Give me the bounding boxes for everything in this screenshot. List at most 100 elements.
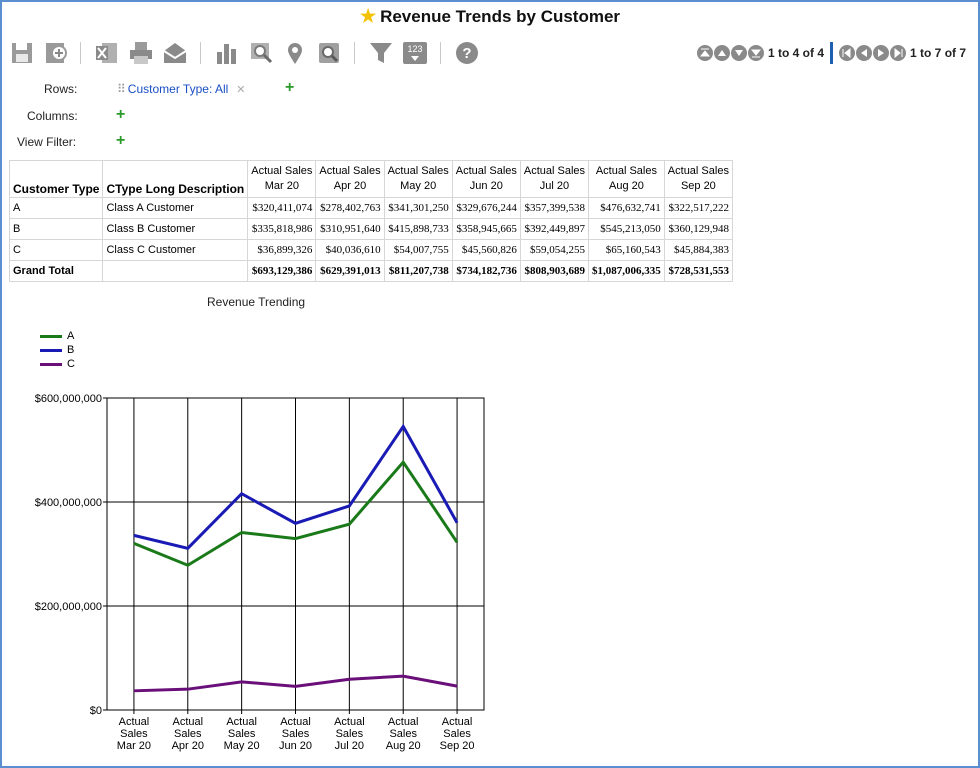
- next-col-icon[interactable]: [873, 45, 890, 61]
- value-cell: $358,945,665: [451, 218, 521, 240]
- legend-label: B: [67, 344, 75, 356]
- add-filter-icon[interactable]: +: [116, 132, 126, 149]
- x-tick-label: Actual Sales May 20: [224, 716, 260, 752]
- legend-label: C: [67, 358, 75, 370]
- drag-handle-icon[interactable]: ⠿: [117, 82, 126, 96]
- value-cell: $36,899,326: [247, 239, 317, 261]
- value-cell: $40,036,610: [315, 239, 385, 261]
- month-header[interactable]: Actual Sales Sep 20: [663, 160, 733, 198]
- page-title-text: Revenue Trends by Customer: [380, 7, 621, 26]
- total-cell: $728,531,553: [663, 260, 733, 282]
- table-header-row: Customer Type CType Long Description Act…: [8, 160, 733, 198]
- value-cell: $45,884,383: [663, 239, 733, 261]
- filter-icon[interactable]: [368, 40, 394, 66]
- legend-swatch: [40, 362, 62, 366]
- magnifier-icon[interactable]: [316, 40, 342, 66]
- legend-item-b: B: [40, 343, 75, 357]
- x-tick-label: Actual Sales Sep 20: [440, 716, 475, 752]
- value-cell: $310,951,640: [315, 218, 385, 240]
- total-cell: $808,903,689: [519, 260, 590, 282]
- total-cell: $629,391,013: [315, 260, 385, 282]
- month-header[interactable]: Actual Sales Aug 20: [588, 160, 665, 198]
- chart-title: Revenue Trending: [207, 295, 306, 309]
- y-tick-label: $600,000,000: [35, 393, 102, 405]
- help-icon[interactable]: ?: [454, 40, 480, 66]
- favorite-star-icon[interactable]: ★: [359, 6, 377, 26]
- value-cell: $415,898,733: [383, 218, 453, 240]
- description-cell: Class A Customer: [102, 197, 249, 219]
- grand-total-row: Grand Total $693,129,386 $629,391,013 $8…: [8, 260, 733, 282]
- value-cell: $341,301,250: [383, 197, 453, 219]
- add-icon[interactable]: [44, 40, 70, 66]
- svg-text:?: ?: [462, 45, 471, 62]
- columns-label: Columns:: [27, 109, 78, 123]
- month-header[interactable]: Actual Sales May 20: [383, 160, 453, 198]
- column-header[interactable]: CType Long Description: [102, 160, 249, 198]
- map-pin-icon[interactable]: [282, 40, 308, 66]
- y-tick-label: $0: [90, 705, 102, 717]
- value-cell: $329,676,244: [451, 197, 521, 219]
- legend-item-c: C: [40, 357, 75, 371]
- description-cell: Class C Customer: [102, 239, 249, 261]
- customer-type-cell: C: [8, 239, 104, 261]
- series-line-c: [133, 674, 458, 693]
- customer-type-cell: B: [8, 218, 104, 240]
- data-table: Customer Type CType Long Description Act…: [8, 160, 733, 282]
- last-col-icon[interactable]: [890, 45, 907, 61]
- add-row-icon[interactable]: +: [285, 79, 295, 96]
- page-title: ★ Revenue Trends by Customer: [0, 6, 980, 27]
- value-cell: $357,399,538: [519, 197, 590, 219]
- value-cell: $278,402,763: [315, 197, 385, 219]
- series-line-a: [133, 459, 459, 567]
- value-cell: $45,560,826: [451, 239, 521, 261]
- month-header[interactable]: Actual Sales Jul 20: [519, 160, 590, 198]
- column-header[interactable]: Customer Type: [8, 160, 104, 198]
- prev-col-icon[interactable]: [856, 45, 873, 61]
- first-col-icon[interactable]: [839, 45, 856, 61]
- view-filter-label: View Filter:: [17, 135, 77, 149]
- y-tick-label: $200,000,000: [35, 601, 102, 613]
- legend-label: A: [67, 330, 75, 342]
- month-header[interactable]: Actual Sales Apr 20: [315, 160, 385, 198]
- line-chart: $0 $200,000,000 $400,000,000 $600,000,000 Ac…: [35, 393, 485, 752]
- x-tick-label: Actual Sales Apr 20: [172, 716, 204, 752]
- x-tick-label: Actual Sales Jul 20: [334, 716, 365, 752]
- total-cell: $693,129,386: [247, 260, 317, 282]
- table-row: B Class B Customer $335,818,986 $310,951…: [8, 218, 733, 240]
- pager-divider: [830, 42, 834, 64]
- value-cell: $476,632,741: [588, 197, 665, 219]
- last-row-icon[interactable]: [748, 45, 764, 61]
- save-icon[interactable]: [10, 40, 36, 66]
- value-cell: $545,213,050: [588, 218, 665, 240]
- value-cell: $54,007,755: [383, 239, 453, 261]
- month-header[interactable]: Actual Sales Mar 20: [247, 160, 317, 198]
- grand-total-label: Grand Total: [8, 260, 104, 282]
- email-icon[interactable]: [162, 40, 188, 66]
- total-cell: $811,207,738: [383, 260, 453, 282]
- month-header[interactable]: Actual Sales Jun 20: [451, 160, 521, 198]
- remove-chip-icon[interactable]: ✕: [236, 84, 246, 96]
- search-icon[interactable]: [248, 40, 274, 66]
- add-column-icon[interactable]: +: [116, 106, 126, 123]
- number-format-icon[interactable]: 123: [402, 40, 428, 66]
- next-row-icon[interactable]: [731, 45, 747, 61]
- rows-chip[interactable]: ⠿ Customer Type: All ✕: [117, 82, 246, 96]
- x-tick-label: Actual Sales Jun 20: [279, 716, 312, 752]
- value-cell: $322,517,222: [663, 197, 733, 219]
- legend-swatch: [40, 334, 62, 338]
- value-cell: $335,818,986: [247, 218, 317, 240]
- excel-icon[interactable]: [94, 40, 120, 66]
- row-pager-text: 1 to 4 of 4: [768, 46, 825, 60]
- first-row-icon[interactable]: [697, 45, 713, 61]
- row-pager: 1 to 4 of 4 1 to 7 of 7: [697, 42, 966, 64]
- print-icon[interactable]: [128, 40, 154, 66]
- bar-chart-icon[interactable]: [214, 40, 240, 66]
- svg-text:123: 123: [407, 44, 422, 54]
- x-tick-label: Actual Sales Aug 20: [386, 716, 421, 752]
- prev-row-icon[interactable]: [714, 45, 730, 61]
- total-cell: $734,182,736: [451, 260, 521, 282]
- rows-chip-label[interactable]: Customer Type: All: [127, 82, 229, 96]
- grand-total-desc: [102, 260, 249, 282]
- customer-type-cell: A: [8, 197, 104, 219]
